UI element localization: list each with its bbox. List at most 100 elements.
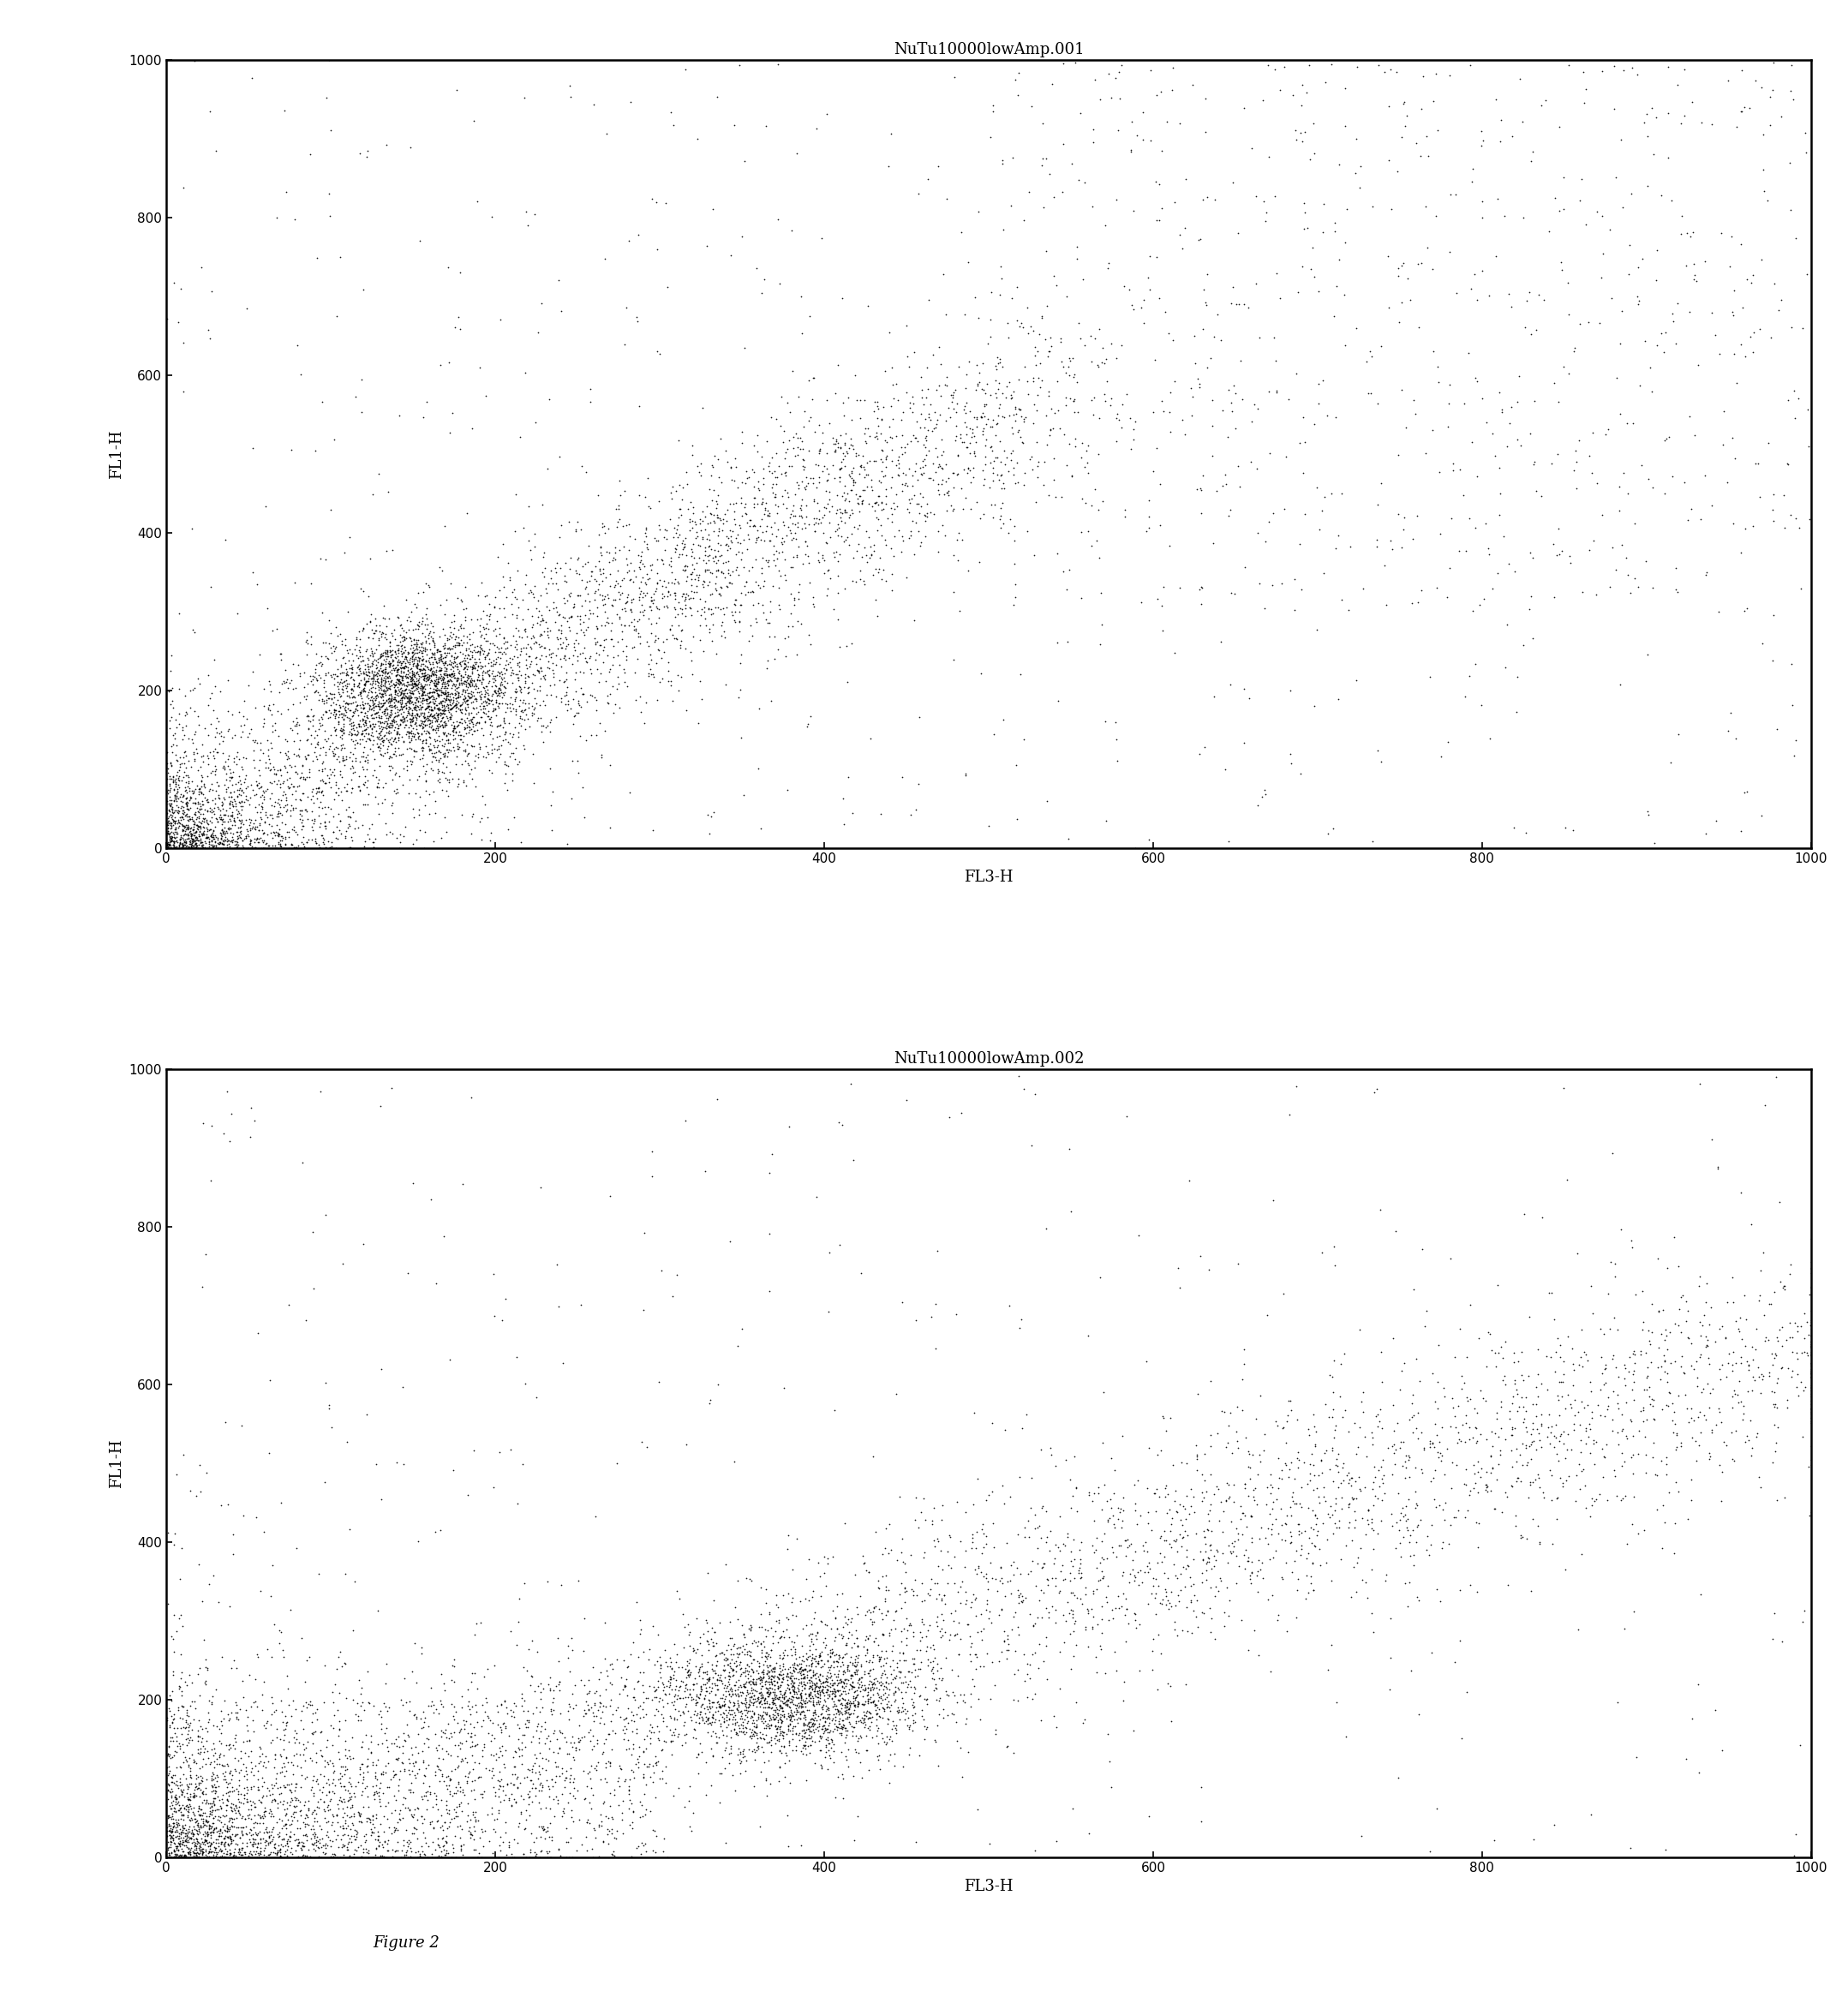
Point	[362, 723, 392, 755]
Point	[1236, 1502, 1266, 1534]
Point	[416, 633, 445, 665]
Point	[166, 823, 196, 855]
Point	[754, 1681, 784, 1713]
Point	[880, 521, 909, 553]
Point	[1599, 1136, 1628, 1168]
Point	[693, 1634, 723, 1665]
Point	[416, 685, 445, 717]
Point	[1508, 202, 1538, 234]
Point	[527, 288, 556, 320]
Point	[368, 677, 397, 709]
Point	[285, 657, 314, 689]
Point	[700, 637, 730, 669]
Point	[1406, 575, 1436, 607]
Point	[177, 777, 207, 809]
Point	[399, 719, 429, 751]
Point	[381, 685, 410, 717]
Point	[349, 831, 379, 863]
Point	[1471, 1472, 1501, 1504]
Point	[1002, 803, 1031, 835]
Point	[802, 1669, 832, 1701]
Point	[390, 647, 419, 679]
Point	[760, 481, 789, 513]
Point	[684, 1654, 713, 1685]
Point	[732, 565, 761, 597]
Point	[473, 1654, 503, 1685]
Point	[747, 515, 776, 547]
Point	[1057, 1598, 1087, 1630]
Point	[466, 683, 495, 715]
Point	[218, 827, 248, 859]
Point	[724, 605, 754, 637]
Point	[930, 1616, 959, 1648]
Point	[739, 1687, 769, 1719]
Point	[340, 681, 370, 713]
Point	[177, 1823, 207, 1855]
Point	[723, 1330, 752, 1362]
Point	[547, 617, 577, 649]
Point	[240, 1837, 270, 1869]
Point	[381, 1833, 410, 1865]
Point	[808, 517, 837, 549]
Point	[1190, 1522, 1220, 1554]
Point	[708, 1654, 737, 1685]
Point	[333, 1819, 362, 1851]
Point	[292, 1731, 322, 1763]
Point	[174, 1815, 203, 1847]
Point	[957, 1532, 987, 1564]
Point	[1124, 1220, 1153, 1252]
Point	[852, 1699, 881, 1731]
Point	[275, 1821, 305, 1853]
Point	[451, 1759, 480, 1791]
Point	[778, 1554, 808, 1586]
Point	[695, 557, 724, 589]
Point	[630, 1681, 660, 1713]
Point	[1571, 208, 1600, 240]
Point	[1168, 232, 1198, 264]
Point	[774, 451, 804, 483]
Point	[841, 1733, 870, 1765]
Point	[854, 487, 883, 519]
Point	[1796, 1252, 1826, 1284]
Point	[220, 719, 249, 751]
Point	[976, 322, 1005, 353]
Point	[218, 721, 248, 753]
Point	[554, 1841, 584, 1873]
Point	[412, 755, 442, 787]
Point	[863, 1665, 893, 1697]
Point	[432, 1797, 462, 1829]
Point	[813, 1691, 843, 1723]
Point	[1552, 1464, 1582, 1496]
Point	[693, 491, 723, 523]
Point	[233, 292, 262, 324]
Point	[739, 1667, 769, 1699]
Point	[1454, 1288, 1484, 1320]
Point	[440, 1665, 469, 1697]
Point	[693, 1646, 723, 1677]
Point	[1757, 1338, 1787, 1370]
Point	[353, 651, 383, 683]
Point	[1393, 1440, 1423, 1472]
Point	[279, 1773, 309, 1805]
Point	[832, 1713, 861, 1745]
Point	[246, 1837, 275, 1869]
Point	[386, 647, 416, 679]
Point	[346, 1829, 375, 1861]
Point	[567, 677, 597, 709]
Point	[636, 591, 665, 623]
Point	[1303, 1516, 1332, 1548]
Point	[157, 1721, 187, 1753]
Point	[279, 1685, 309, 1717]
Point	[1247, 1562, 1277, 1594]
Point	[1569, 86, 1599, 118]
Point	[769, 457, 798, 489]
Point	[294, 705, 323, 737]
Point	[362, 771, 392, 803]
Point	[456, 675, 486, 707]
Point	[935, 1520, 965, 1552]
Point	[918, 463, 948, 495]
Point	[606, 1753, 636, 1785]
Point	[785, 1683, 815, 1715]
Point	[408, 671, 438, 703]
Point	[876, 1719, 906, 1751]
